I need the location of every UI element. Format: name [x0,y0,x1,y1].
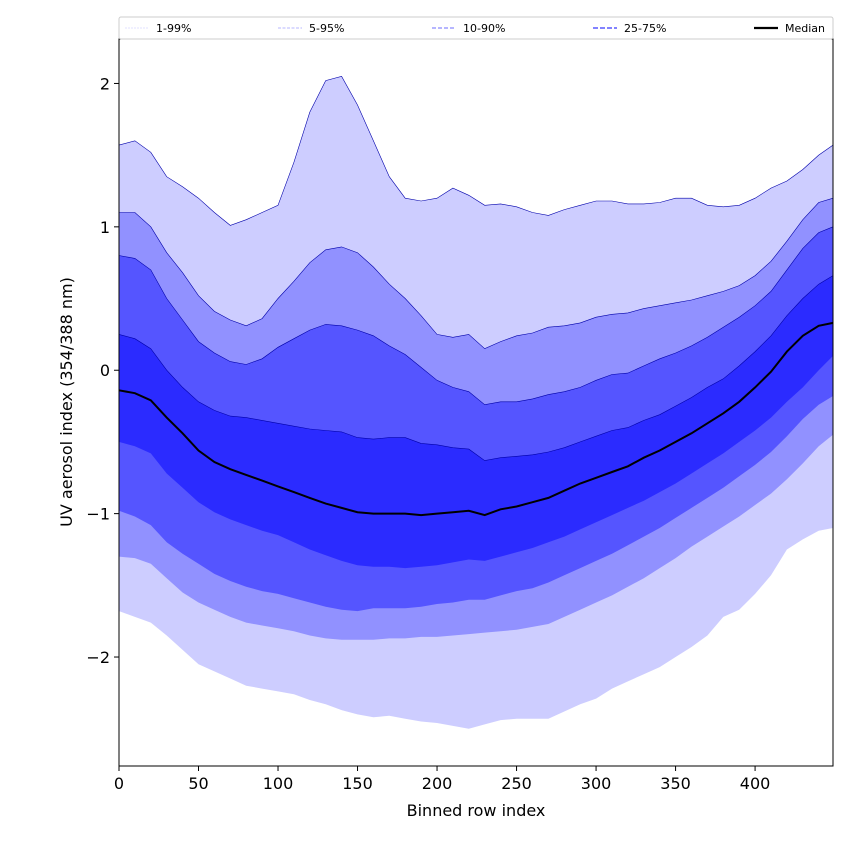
x-tick-label: 100 [263,774,294,793]
x-axis-label: Binned row index [407,801,546,820]
y-tick-label: 0 [100,361,110,380]
x-tick-label: 250 [501,774,532,793]
band-5-95-upper-edge [119,197,834,350]
x-axis: 0 50 100 150 200 250 300 350 400 [114,766,770,793]
legend-label: 5-95% [309,22,344,35]
percentile-bands [118,75,834,729]
band-1-99-upper-edge [118,75,834,226]
legend: 1-99% 5-95% 10-90% 25-75% Median [118,16,834,40]
y-axis: −2 −1 0 1 2 [86,74,119,667]
legend-label: Median [785,22,825,35]
x-tick-label: 50 [188,774,208,793]
median-line-group [118,321,834,517]
legend-label: 1-99% [156,22,191,35]
x-tick-label: 200 [422,774,453,793]
y-tick-label: 1 [100,218,110,237]
y-tick-label: 2 [100,74,110,93]
x-tick-label: 0 [114,774,124,793]
band-25-75-upper-edge [118,275,834,461]
band-10-90-upper-edge [118,226,834,406]
y-tick-label: −1 [86,505,110,524]
band-25-75 [119,275,833,569]
median-line [118,321,834,517]
legend-box [118,16,834,40]
legend-label: 10-90% [463,22,505,35]
legend-label: 25-75% [624,22,666,35]
y-axis-label: UV aerosol index (354/388 nm) [57,277,76,527]
x-tick-label: 300 [581,774,612,793]
x-tick-label: 150 [342,774,373,793]
x-tick-label: 400 [740,774,771,793]
x-tick-label: 350 [660,774,691,793]
y-tick-label: −2 [86,648,110,667]
